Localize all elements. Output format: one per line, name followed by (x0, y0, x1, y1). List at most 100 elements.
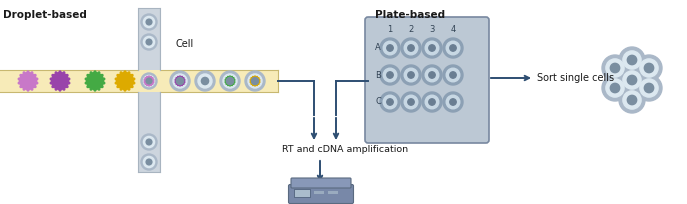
Polygon shape (175, 76, 185, 86)
Circle shape (425, 95, 439, 109)
Circle shape (146, 78, 152, 84)
Circle shape (446, 68, 460, 82)
Polygon shape (50, 71, 70, 91)
Circle shape (443, 38, 463, 58)
Circle shape (610, 83, 620, 93)
Circle shape (144, 136, 155, 148)
Circle shape (220, 71, 240, 91)
FancyBboxPatch shape (289, 184, 354, 204)
Circle shape (245, 71, 265, 91)
Circle shape (383, 68, 397, 82)
FancyBboxPatch shape (0, 92, 138, 172)
FancyBboxPatch shape (294, 189, 310, 197)
Circle shape (408, 99, 414, 105)
Circle shape (383, 41, 397, 55)
Circle shape (195, 71, 215, 91)
Circle shape (141, 154, 157, 170)
Circle shape (387, 45, 393, 51)
Circle shape (146, 39, 152, 45)
Circle shape (623, 51, 641, 69)
Circle shape (141, 134, 157, 150)
Circle shape (644, 63, 653, 73)
Circle shape (177, 77, 183, 85)
Circle shape (380, 92, 400, 112)
Circle shape (387, 99, 393, 105)
Polygon shape (85, 71, 104, 91)
Polygon shape (19, 71, 38, 91)
Circle shape (380, 38, 400, 58)
Circle shape (408, 72, 414, 78)
Circle shape (227, 77, 234, 85)
Polygon shape (225, 76, 235, 86)
FancyBboxPatch shape (0, 8, 138, 70)
Text: 2: 2 (408, 26, 414, 34)
Circle shape (644, 83, 653, 93)
Circle shape (450, 99, 456, 105)
FancyBboxPatch shape (365, 17, 489, 143)
Circle shape (443, 92, 463, 112)
Circle shape (619, 67, 645, 93)
FancyBboxPatch shape (0, 70, 278, 92)
Circle shape (383, 95, 397, 109)
Polygon shape (250, 76, 260, 86)
Circle shape (422, 38, 442, 58)
Circle shape (146, 139, 152, 145)
Circle shape (170, 71, 190, 91)
Circle shape (602, 75, 628, 101)
Text: C: C (375, 98, 381, 106)
Circle shape (422, 92, 442, 112)
Circle shape (627, 95, 637, 105)
Circle shape (429, 72, 435, 78)
Circle shape (623, 71, 641, 89)
Circle shape (606, 79, 624, 97)
Circle shape (404, 41, 418, 55)
Circle shape (425, 41, 439, 55)
Text: B: B (375, 71, 381, 80)
Circle shape (619, 47, 645, 73)
FancyBboxPatch shape (328, 191, 338, 194)
Circle shape (610, 63, 620, 73)
Circle shape (173, 74, 187, 88)
Circle shape (640, 59, 658, 77)
Circle shape (198, 74, 212, 88)
Text: A: A (375, 43, 381, 52)
Circle shape (429, 45, 435, 51)
Text: 4: 4 (451, 26, 455, 34)
Circle shape (446, 41, 460, 55)
FancyBboxPatch shape (160, 92, 278, 172)
Circle shape (623, 91, 641, 109)
Circle shape (223, 74, 237, 88)
Circle shape (251, 77, 258, 85)
Circle shape (141, 34, 157, 50)
Circle shape (429, 99, 435, 105)
Text: Sort single cells: Sort single cells (537, 73, 614, 83)
Circle shape (619, 87, 645, 113)
FancyBboxPatch shape (138, 8, 160, 172)
Circle shape (640, 79, 658, 97)
Circle shape (146, 19, 152, 25)
FancyBboxPatch shape (291, 178, 351, 188)
Circle shape (636, 75, 662, 101)
Circle shape (627, 75, 637, 85)
Circle shape (401, 38, 421, 58)
Polygon shape (115, 71, 135, 91)
Text: RT and cDNA amplification: RT and cDNA amplification (282, 145, 408, 154)
Circle shape (146, 159, 152, 165)
Circle shape (422, 65, 442, 85)
Circle shape (248, 74, 262, 88)
Circle shape (408, 45, 414, 51)
Circle shape (636, 55, 662, 81)
Circle shape (404, 95, 418, 109)
Circle shape (450, 72, 456, 78)
Circle shape (387, 72, 393, 78)
Text: Cell: Cell (175, 39, 193, 49)
Circle shape (141, 73, 157, 89)
Circle shape (602, 55, 628, 81)
Circle shape (401, 65, 421, 85)
Circle shape (425, 68, 439, 82)
Text: Droplet-based: Droplet-based (3, 10, 87, 20)
FancyBboxPatch shape (314, 191, 324, 194)
Text: 3: 3 (429, 26, 435, 34)
Circle shape (144, 16, 155, 28)
Circle shape (627, 55, 637, 65)
